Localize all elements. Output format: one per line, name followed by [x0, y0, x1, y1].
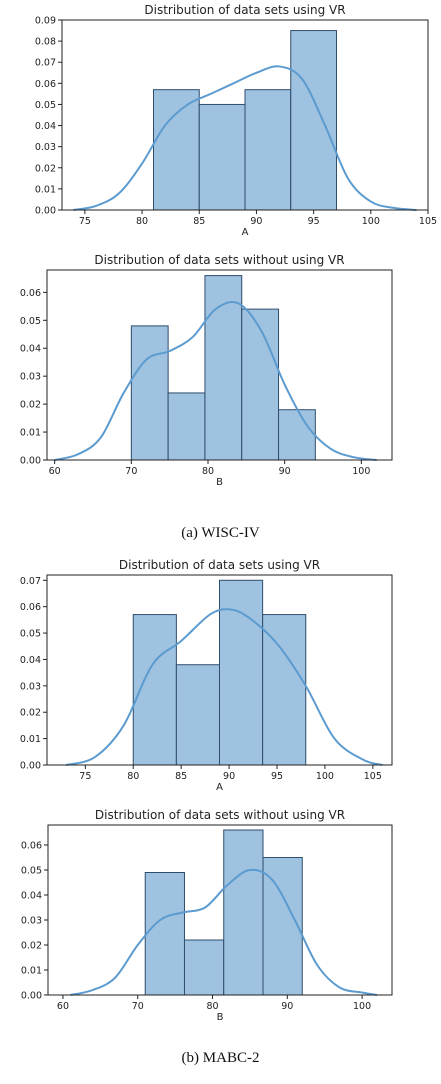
y-tick-label: 0.01 — [20, 428, 41, 439]
y-tick-label: 0.02 — [35, 163, 56, 174]
chart-title: Distribution of data sets without using … — [94, 253, 344, 267]
plot-frame — [46, 574, 393, 766]
x-tick-label: 70 — [125, 466, 137, 477]
histogram-bar — [262, 614, 307, 766]
y-tick-label: 0.08 — [35, 37, 56, 48]
histogram-bar — [219, 579, 264, 766]
y-tick-label: 0.00 — [20, 456, 41, 467]
x-tick-label: 80 — [202, 466, 214, 477]
chart-title: Distribution of data sets using VR — [119, 558, 320, 572]
histogram-b-without-vr-mabc: Distribution of data sets without using … — [0, 805, 441, 1023]
chart-svg: Distribution of data sets using VR 0.00 0.… — [20, 558, 393, 793]
y-tick-label: 0.02 — [21, 941, 42, 952]
plot-frame — [46, 269, 393, 461]
histogram-bar — [223, 829, 264, 996]
x-axis-label: A — [242, 227, 249, 238]
histogram-bar — [278, 409, 316, 461]
y-tick-label: 0.03 — [20, 372, 41, 383]
x-tick-label: 100 — [316, 771, 334, 782]
y-tick-label: 0.03 — [21, 916, 42, 927]
x-tick-label: 80 — [136, 216, 148, 227]
histogram-a-with-vr-mabc: Distribution of data sets using VR 0.00 0.… — [0, 555, 441, 793]
y-tick-label: 0.06 — [20, 288, 41, 299]
plot-frame — [61, 19, 429, 211]
x-axis-label: B — [216, 477, 223, 488]
y-tick-label: 0.00 — [20, 761, 41, 772]
histogram-bar — [198, 103, 246, 211]
kde-curve — [73, 65, 417, 211]
histogram-a-with-vr: Distribution of data sets using VR 0.00 0.… — [0, 0, 441, 238]
y-tick-label: 0.07 — [20, 576, 41, 587]
histogram-bar — [175, 664, 220, 766]
x-tick-label: 100 — [362, 216, 380, 227]
x-tick-label: 60 — [49, 466, 61, 477]
y-tick-label: 0.02 — [20, 708, 41, 719]
histogram-bar — [130, 325, 169, 461]
y-tick-label: 0.01 — [21, 966, 42, 977]
y-tick-label: 0.02 — [20, 400, 41, 411]
caption-mabc-2: (b) MABC-2 — [181, 1050, 260, 1066]
y-tick-label: 0.05 — [35, 100, 56, 111]
x-axis-label: A — [216, 782, 223, 793]
x-tick-label: 95 — [308, 216, 320, 227]
x-tick-label: 90 — [223, 771, 235, 782]
x-tick-label: 80 — [206, 1001, 218, 1012]
x-tick-label: 90 — [250, 216, 262, 227]
x-tick-label: 100 — [352, 466, 370, 477]
y-tick-label: 0.05 — [20, 316, 41, 327]
histogram-bar — [290, 30, 337, 211]
y-tick-label: 0.05 — [21, 866, 42, 877]
y-tick-label: 0.07 — [35, 58, 56, 69]
y-tick-label: 0.04 — [20, 344, 41, 355]
y-tick-label: 0.00 — [21, 991, 42, 1002]
x-axis-label: B — [217, 1012, 224, 1023]
x-tick-label: 100 — [353, 1001, 371, 1012]
y-tick-label: 0.09 — [35, 16, 56, 27]
chart-svg: Distribution of data sets without using … — [20, 253, 393, 488]
histogram-bar — [167, 392, 206, 461]
x-tick-label: 80 — [127, 771, 139, 782]
y-tick-label: 0.00 — [35, 206, 56, 217]
histogram-bar — [244, 89, 292, 211]
x-tick-label: 90 — [281, 1001, 293, 1012]
histogram-bar — [144, 872, 185, 996]
histogram-bar — [241, 308, 280, 461]
kde-curve — [65, 608, 383, 766]
y-tick-label: 0.04 — [20, 655, 41, 666]
x-tick-label: 95 — [271, 771, 283, 782]
y-tick-label: 0.05 — [20, 629, 41, 640]
histogram-bar — [153, 89, 200, 211]
caption-wisc-iv: (a) WISC-IV — [181, 525, 260, 541]
x-tick-label: 60 — [57, 1001, 69, 1012]
histogram-bar — [183, 939, 225, 996]
y-tick-label: 0.06 — [21, 841, 42, 852]
chart-title: Distribution of data sets using VR — [144, 3, 345, 17]
x-tick-label: 85 — [175, 771, 187, 782]
chart-title: Distribution of data sets without using … — [95, 808, 345, 822]
x-tick-label: 75 — [79, 216, 91, 227]
kde-curve — [70, 868, 378, 996]
y-tick-label: 0.06 — [35, 79, 56, 90]
chart-svg: Distribution of data sets using VR 0.00 0.… — [35, 3, 437, 238]
x-tick-label: 75 — [79, 771, 91, 782]
y-tick-label: 0.03 — [20, 681, 41, 692]
y-tick-label: 0.03 — [35, 142, 56, 153]
kde-curve — [54, 301, 377, 461]
x-tick-label: 90 — [279, 466, 291, 477]
y-tick-label: 0.04 — [35, 121, 56, 132]
plot-frame — [47, 824, 393, 996]
x-tick-label: 105 — [364, 771, 382, 782]
y-tick-label: 0.06 — [20, 602, 41, 613]
histogram-bar — [262, 857, 303, 996]
histogram-b-without-vr: Distribution of data sets without using … — [0, 250, 441, 488]
chart-svg: Distribution of data sets without using … — [21, 808, 393, 1023]
x-tick-label: 70 — [132, 1001, 144, 1012]
y-tick-label: 0.01 — [20, 734, 41, 745]
y-tick-label: 0.01 — [35, 184, 56, 195]
x-tick-label: 105 — [419, 216, 437, 227]
y-tick-label: 0.04 — [21, 891, 42, 902]
x-tick-label: 85 — [193, 216, 205, 227]
